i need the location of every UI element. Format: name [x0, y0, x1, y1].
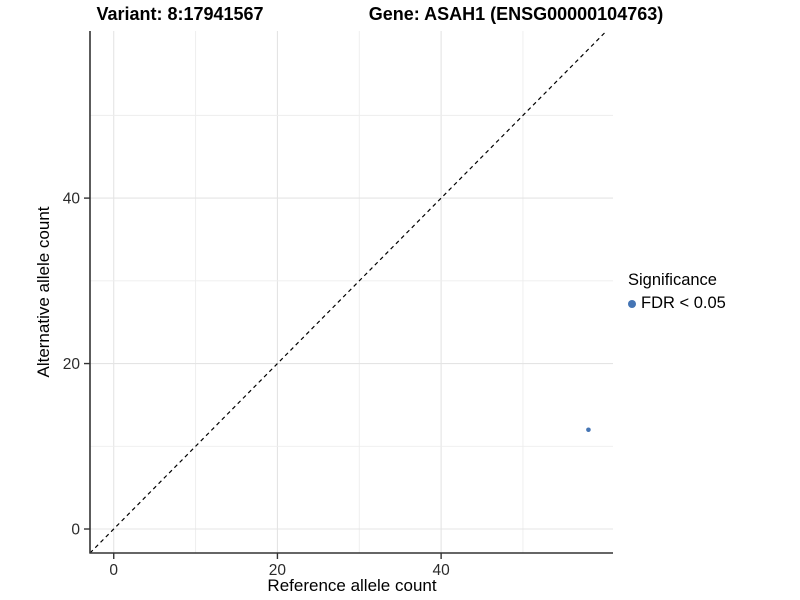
x-tick-label: 20 [269, 562, 287, 579]
y-axis-label: Alternative allele count [34, 206, 53, 378]
y-tick-label: 0 [71, 522, 80, 539]
legend-item: FDR < 0.05 [628, 294, 726, 313]
data-point [586, 427, 591, 433]
x-tick-label: 40 [432, 562, 450, 579]
legend: Significance FDR < 0.05 [628, 271, 726, 313]
legend-item-label: FDR < 0.05 [641, 294, 726, 312]
legend-title: Significance [628, 271, 717, 289]
y-tick-label: 20 [63, 356, 81, 373]
plot-title-gene: Gene: ASAH1 (ENSG00000104763) [368, 4, 664, 24]
identity-line [89, 30, 607, 554]
y-tick-label: 40 [63, 191, 81, 208]
legend-point-icon [628, 299, 636, 308]
x-axis-label: Reference allele count [267, 576, 437, 595]
plot-title-variant: Variant: 8:17941567 [96, 4, 264, 24]
x-tick-label: 0 [109, 562, 118, 579]
